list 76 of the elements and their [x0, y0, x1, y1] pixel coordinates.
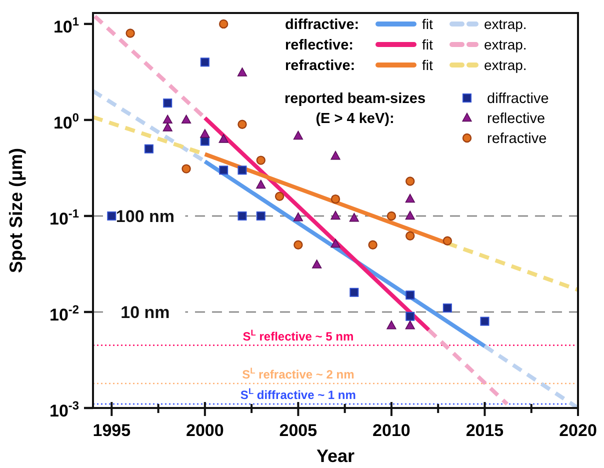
point	[406, 176, 415, 186]
point	[293, 212, 303, 222]
point	[237, 68, 248, 76]
point	[330, 238, 340, 248]
point	[293, 130, 303, 140]
point	[442, 304, 452, 313]
point	[256, 211, 266, 220]
point	[405, 194, 415, 203]
point	[144, 144, 154, 154]
legend-label: refractive	[487, 131, 547, 147]
legend-label: diffractive	[487, 91, 549, 107]
ref-line-label: S$^{L}$ diffractive ~ 1 nm	[240, 386, 356, 402]
y-tick-label: 10$^{1}$	[53, 14, 80, 36]
point	[480, 316, 490, 326]
legend-label: extrap.	[484, 36, 527, 52]
point	[182, 164, 191, 174]
legend-label: extrap.	[484, 57, 527, 73]
point	[330, 194, 340, 204]
point	[330, 150, 340, 160]
point	[368, 240, 378, 250]
point	[181, 114, 192, 124]
point	[200, 136, 210, 146]
point	[256, 180, 266, 189]
point	[200, 129, 210, 138]
point	[294, 240, 303, 250]
legend-label: fit	[422, 36, 433, 52]
y-tick-label: 10$^{-2}$	[50, 302, 80, 324]
point	[330, 210, 340, 220]
x-tick-label: 2005	[279, 421, 318, 440]
point	[386, 320, 396, 330]
x-tick-label: 2010	[372, 421, 410, 440]
legend-label: extrap.	[484, 16, 527, 32]
point	[162, 114, 172, 124]
point	[406, 312, 415, 321]
ref-line-label: S$^{L}$ refractive ~ 2 nm	[242, 365, 354, 382]
legend-label: reflective	[487, 111, 546, 127]
point	[405, 210, 415, 220]
point	[405, 320, 415, 330]
point	[200, 58, 210, 67]
annotation: refractive:	[285, 58, 356, 74]
ref-line-label: 100 nm	[116, 206, 175, 226]
legend-label: fit	[422, 16, 433, 32]
ref-line-label: S$^{L}$ reflective ~ 5 nm	[242, 327, 354, 344]
ref-line-label: 10 nm	[120, 302, 170, 322]
legend-label: fit	[422, 57, 433, 73]
x-axis-title: Year	[316, 446, 355, 466]
annotation: reflective:	[285, 38, 354, 54]
point	[162, 122, 172, 132]
point	[349, 212, 359, 222]
x-tick-label: 2000	[186, 421, 224, 440]
y-tick-label: 10$^{0}$	[53, 110, 80, 132]
point	[386, 211, 396, 221]
point	[274, 192, 284, 201]
point	[218, 19, 228, 29]
point	[238, 211, 247, 220]
y-axis-title: Spot Size (μm)	[6, 148, 26, 274]
point	[256, 156, 266, 165]
point	[126, 28, 135, 38]
legend-title: reported beam-sizes (E > 4 keV):	[284, 91, 426, 127]
point	[219, 166, 228, 175]
point	[312, 260, 322, 268]
annotation: diffractive:	[285, 17, 360, 33]
point	[350, 288, 359, 297]
point	[218, 134, 228, 143]
x-tick-label: 2020	[559, 421, 597, 440]
y-tick-label: 10$^{-1}$	[50, 206, 80, 228]
x-tick-label: 2015	[466, 421, 504, 440]
point	[163, 98, 172, 108]
point	[238, 166, 247, 175]
x-tick-label: 1995	[92, 421, 131, 440]
point	[406, 231, 415, 241]
point	[406, 290, 415, 300]
point	[238, 120, 247, 129]
point	[442, 236, 452, 246]
y-tick-label: 10$^{-3}$	[50, 398, 80, 420]
point	[107, 211, 116, 220]
